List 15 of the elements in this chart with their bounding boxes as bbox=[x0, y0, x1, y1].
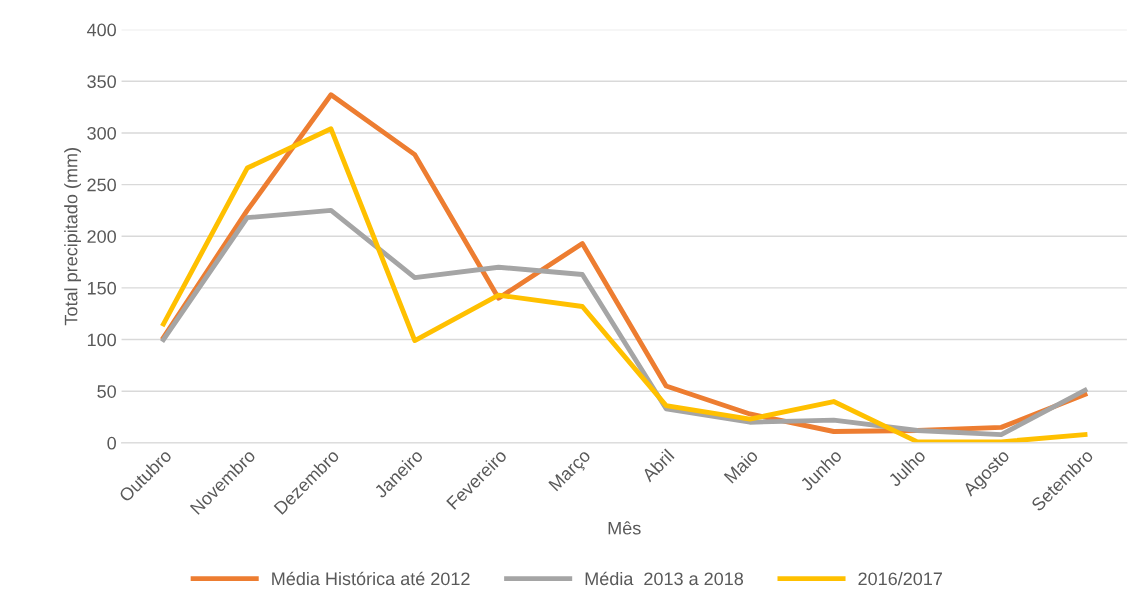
y-tick-label: 350 bbox=[87, 75, 116, 89]
legend-label: Média Histórica até 2012 bbox=[272, 571, 470, 586]
x-axis-title: Mês bbox=[608, 521, 641, 535]
y-tick-label: 150 bbox=[87, 281, 116, 295]
y-tick-label: 400 bbox=[86, 23, 116, 37]
line-series bbox=[161, 208, 1088, 438]
y-tick-label: 50 bbox=[97, 385, 116, 398]
y-tick-label: 300 bbox=[87, 126, 116, 140]
y-tick-label: 250 bbox=[87, 178, 116, 192]
y-tick-label: 0 bbox=[107, 436, 116, 450]
y-tick-label: 200 bbox=[87, 230, 116, 243]
y-tick-label: 100 bbox=[87, 333, 116, 347]
legend-label: Média 2013 a 2018 bbox=[585, 571, 744, 586]
legend-label: 2016/2017 bbox=[858, 571, 942, 586]
y-axis-title: Total precipitado (mm) bbox=[64, 148, 82, 326]
